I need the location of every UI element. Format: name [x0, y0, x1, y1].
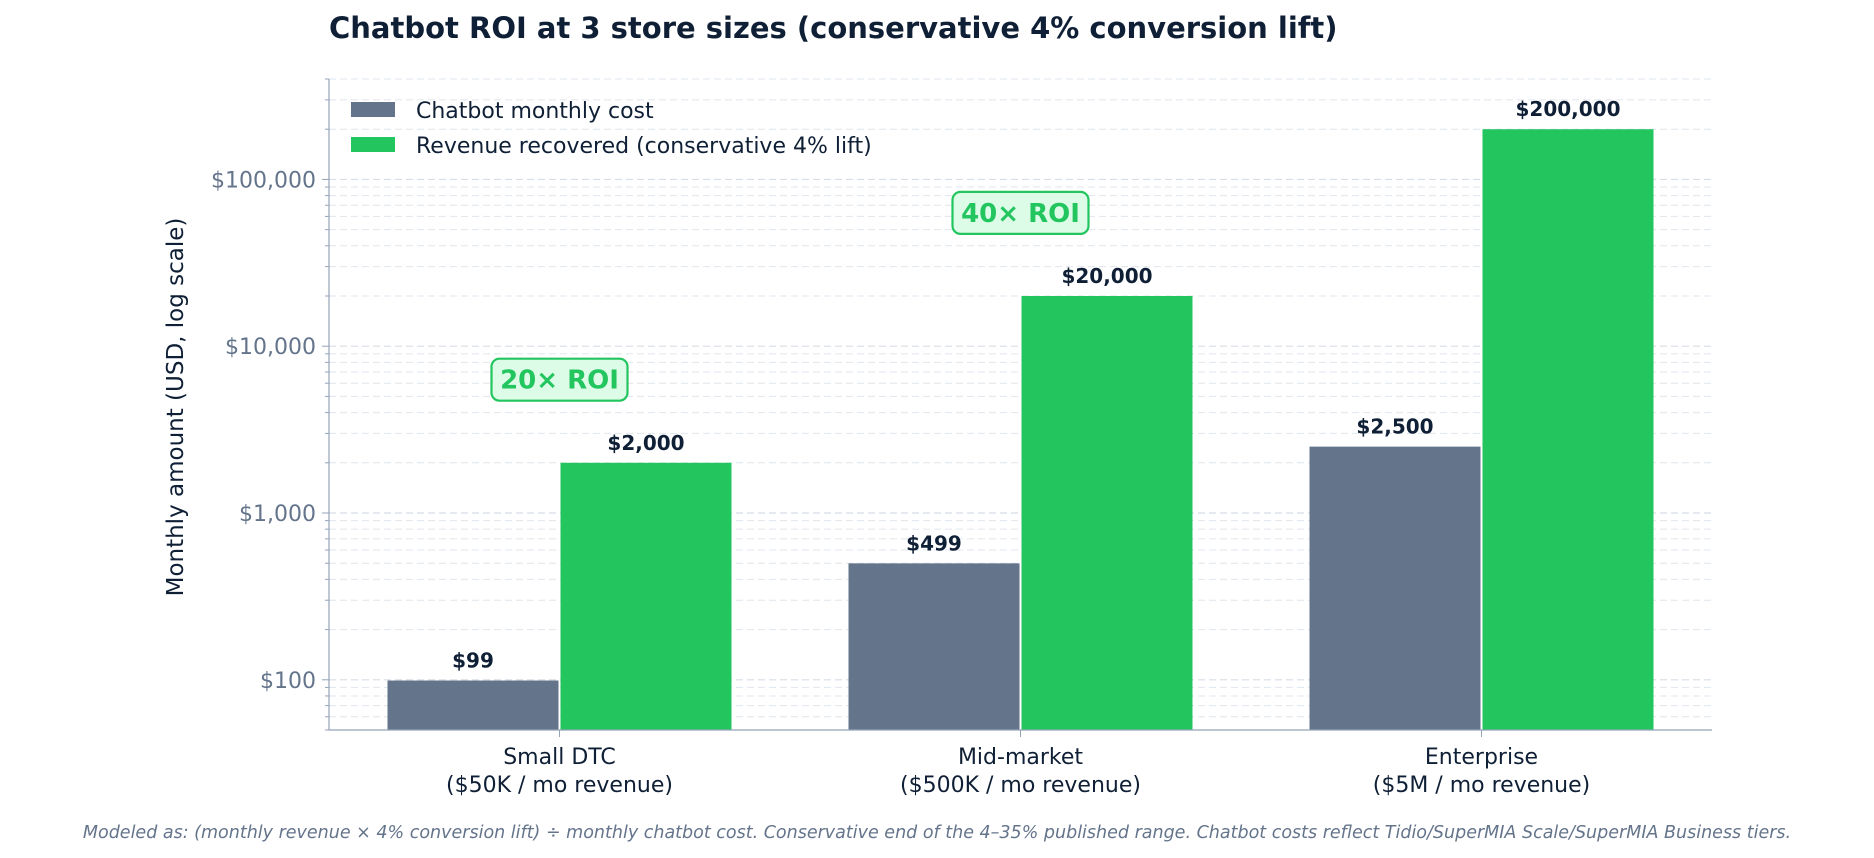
- roi-label: 20× ROI: [500, 366, 619, 396]
- bar-revenue: [1482, 129, 1654, 730]
- bar-cost: [848, 563, 1020, 730]
- y-tick-label: $1,000: [239, 502, 316, 527]
- y-axis-label: Monthly amount (USD, log scale): [163, 218, 189, 597]
- x-tick-label: Mid-market ($500K / mo revenue): [900, 745, 1141, 798]
- bar-revenue: [560, 462, 732, 730]
- roi-annotation: 40× ROI: [951, 190, 1090, 235]
- value-label: $20,000: [1061, 264, 1152, 288]
- legend-swatch: [351, 137, 395, 152]
- footnote: Modeled as: (monthly revenue × 4% conver…: [83, 823, 1791, 843]
- legend-label: Chatbot monthly cost: [416, 99, 654, 124]
- bar-cost: [1309, 446, 1481, 730]
- value-label: $2,000: [607, 431, 684, 455]
- y-tick-label: $100: [260, 669, 316, 694]
- bars: [387, 129, 1654, 730]
- roi-annotations: 20× ROI 40× ROI: [490, 190, 1090, 402]
- bar-revenue: [1021, 296, 1193, 730]
- y-tick-label: $10,000: [225, 335, 316, 360]
- roi-annotation: 20× ROI: [490, 357, 629, 402]
- legend: Chatbot monthly cost Revenue recovered (c…: [351, 99, 872, 159]
- roi-badge: [951, 190, 1090, 235]
- y-ticks: $100 $1,000 $10,000 $100,000: [211, 78, 329, 731]
- roi-label: 40× ROI: [961, 199, 1080, 229]
- legend-swatch: [351, 102, 395, 117]
- chart-title: Chatbot ROI at 3 store sizes (conservati…: [329, 11, 1338, 45]
- value-label: $200,000: [1515, 97, 1620, 121]
- y-tick-label: $100,000: [211, 168, 316, 193]
- value-label: $499: [906, 531, 962, 555]
- roi-badge: [490, 357, 629, 402]
- value-labels: $99 $2,000 $499 $20,000 $2,500 $200,000: [452, 97, 1620, 672]
- bar-cost: [387, 680, 559, 730]
- x-ticks: Small DTC ($50K / mo revenue) Mid-market ($…: [446, 730, 1590, 798]
- legend-label: Revenue recovered (conservative 4% lift): [416, 134, 872, 159]
- x-tick-label: Enterprise ($5M / mo revenue): [1373, 745, 1591, 798]
- value-label: $2,500: [1356, 415, 1433, 439]
- x-tick-label: Small DTC ($50K / mo revenue): [446, 745, 673, 798]
- value-label: $99: [452, 649, 494, 673]
